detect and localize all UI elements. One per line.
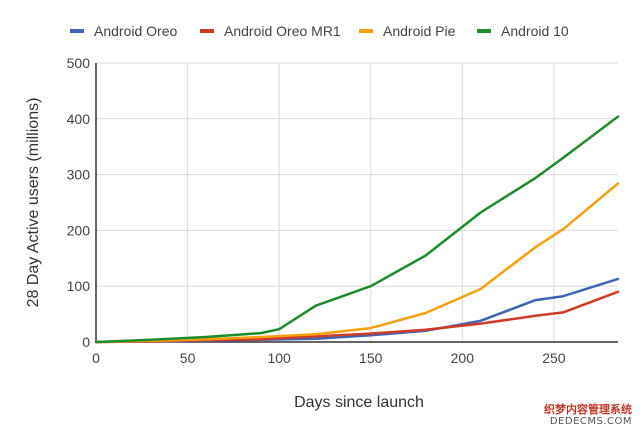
grid bbox=[96, 62, 618, 342]
x-tick-label: 200 bbox=[451, 350, 475, 366]
x-tick-label: 100 bbox=[267, 350, 291, 366]
series-lines bbox=[94, 115, 620, 344]
legend-label: Android Pie bbox=[383, 23, 456, 39]
x-tick-label: 0 bbox=[92, 350, 100, 366]
series-line-android-oreo bbox=[94, 277, 620, 344]
y-tick-label: 500 bbox=[67, 55, 91, 71]
y-tick-label: 300 bbox=[67, 167, 91, 183]
watermark-text: 织梦内容管理系统 bbox=[544, 402, 632, 416]
legend-label: Android Oreo bbox=[94, 23, 177, 39]
y-tick-label: 100 bbox=[67, 278, 91, 294]
y-tick-label: 0 bbox=[82, 334, 90, 350]
x-tick-label: 250 bbox=[542, 350, 566, 366]
legend-label: Android 10 bbox=[501, 23, 569, 39]
y-tick-label: 400 bbox=[67, 111, 91, 127]
series-line-android-10 bbox=[94, 115, 620, 344]
legend: Android Oreo Android Oreo MR1 Android Pie A… bbox=[70, 23, 569, 39]
watermark: 织梦内容管理系统 DEDECMS.COM bbox=[544, 402, 632, 427]
series-line-android-pie bbox=[94, 182, 620, 344]
x-tick-label: 150 bbox=[359, 350, 383, 366]
x-tick-label: 50 bbox=[180, 350, 196, 366]
y-axis-title: 28 Day Active users (millions) bbox=[25, 98, 42, 308]
watermark-site: DEDECMS.COM bbox=[549, 416, 632, 427]
axis-labels: 0 100 200 300 400 500 0 50 100 150 200 250 Days sinc… bbox=[25, 55, 566, 411]
x-axis-title: Days since launch bbox=[294, 394, 424, 411]
y-tick-label: 200 bbox=[67, 222, 91, 238]
legend-label: Android Oreo MR1 bbox=[224, 23, 341, 39]
